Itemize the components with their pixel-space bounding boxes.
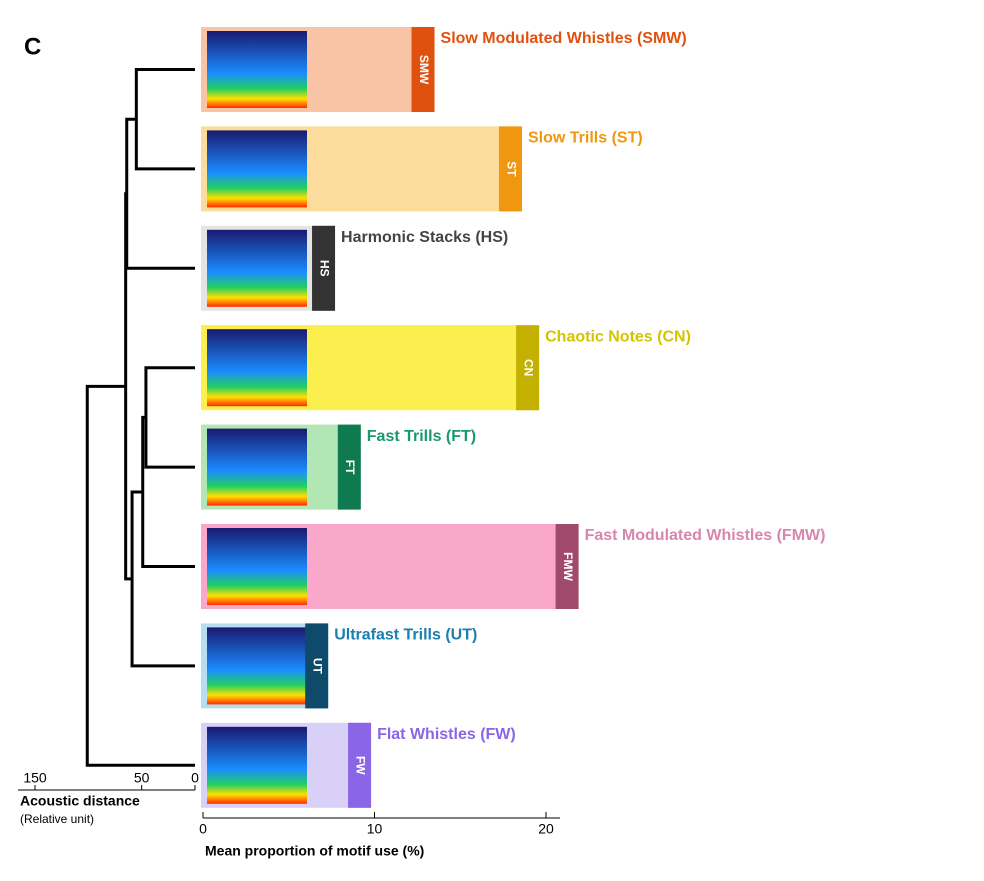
- spectrogram: [207, 31, 307, 108]
- dendrogram-link: [141, 415, 195, 568]
- x-tick-label: 20: [538, 821, 554, 837]
- bar-tag-label: FW: [353, 756, 367, 775]
- bar-tag-label: FT: [343, 460, 357, 475]
- bar-tag: [411, 27, 435, 112]
- category-label: Slow Modulated Whistles (SMW): [441, 30, 687, 47]
- bar-tag: [348, 722, 372, 808]
- dendrogram-link: [144, 366, 195, 469]
- category-label: Fast Trills (FT): [367, 428, 476, 445]
- bar-tag: [516, 325, 540, 411]
- bar-tag: [498, 126, 522, 212]
- x-tick-label: 10: [367, 821, 383, 837]
- category-label: Fast Modulated Whistles (FMW): [585, 527, 826, 544]
- x-axis-label: Mean proportion of motif use (%): [205, 843, 424, 859]
- category-label: Ultrafast Trills (UT): [334, 627, 477, 644]
- bar-tag-label: FMW: [561, 552, 575, 581]
- dendrogram-tick-label: 0: [191, 770, 199, 786]
- dendrogram-tick-label: 150: [23, 770, 47, 786]
- dendrogram-link: [85, 384, 195, 767]
- dendrogram-link: [130, 490, 195, 668]
- spectrogram: [207, 627, 307, 705]
- spectrogram: [207, 329, 307, 407]
- category-label: Slow Trills (ST): [528, 130, 643, 147]
- spectrogram: [207, 229, 307, 307]
- bar-tag: [305, 623, 329, 709]
- dendrogram-link: [134, 68, 195, 171]
- dendrogram-link: [124, 192, 133, 581]
- category-label: Flat Whistles (FW): [377, 726, 516, 743]
- x-tick-label: 0: [199, 821, 207, 837]
- spectrogram: [207, 528, 307, 605]
- bar-tag-label: ST: [504, 161, 518, 177]
- category-label: Chaotic Notes (CN): [545, 328, 691, 345]
- spectrogram: [207, 130, 307, 208]
- dendrogram-axis-sublabel: (Relative unit): [20, 812, 94, 826]
- bar-tag: [555, 524, 579, 609]
- category-label: Harmonic Stacks (HS): [341, 229, 508, 246]
- dendrogram-axis-label: Acoustic distance: [20, 793, 140, 809]
- bar-tag: [312, 225, 336, 311]
- bar-tag-label: UT: [311, 658, 325, 675]
- dendrogram-tick-label: 50: [134, 770, 150, 786]
- spectrogram: [207, 428, 307, 506]
- bar-tag-label: CN: [521, 359, 535, 376]
- panel-label: C: [24, 33, 41, 60]
- bar-tag-label: SMW: [417, 55, 431, 85]
- bar-tag: [337, 424, 361, 510]
- spectrogram: [207, 726, 307, 804]
- bar-tag-label: HS: [317, 260, 331, 277]
